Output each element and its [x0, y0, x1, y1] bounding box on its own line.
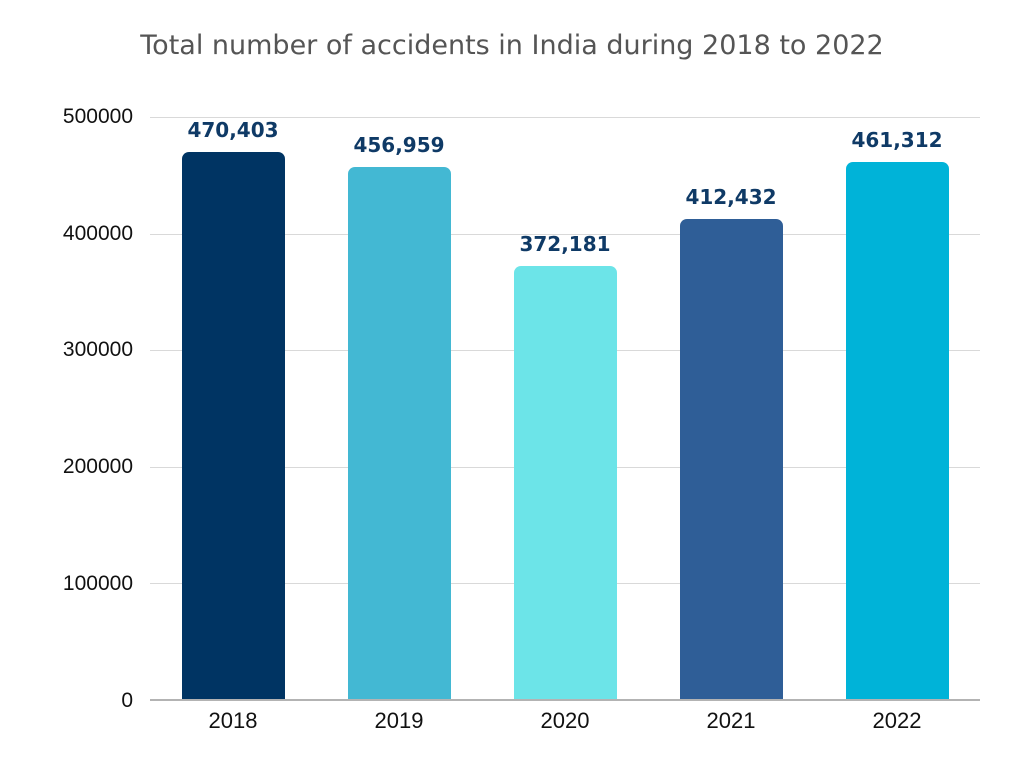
y-tick: 400000	[62, 222, 133, 245]
x-tick: 2020	[540, 708, 590, 733]
plot-area: 470,403 456,959 372,181 412,432 461,312	[150, 117, 980, 701]
gridline	[150, 234, 980, 235]
gridline	[150, 117, 980, 118]
x-axis-line	[150, 699, 980, 701]
bar-2019	[347, 167, 451, 700]
data-label: 470,403	[187, 117, 279, 142]
x-tick: 2018	[208, 708, 258, 733]
y-tick: 300000	[62, 338, 133, 361]
bar-2018	[181, 151, 285, 700]
y-tick: 500000	[62, 105, 133, 128]
data-label: 461,312	[851, 128, 943, 153]
x-tick: 2021	[706, 708, 756, 733]
data-label: 372,181	[519, 232, 611, 257]
chart-title: Total number of accidents in India durin…	[140, 30, 884, 61]
bar-2021	[679, 219, 783, 700]
bar-2020	[513, 266, 617, 700]
y-tick: 0	[121, 689, 133, 712]
x-tick: 2019	[374, 708, 424, 733]
y-tick: 200000	[62, 455, 133, 478]
bar-2022	[845, 162, 949, 700]
data-label: 456,959	[353, 133, 445, 158]
data-label: 412,432	[685, 185, 777, 210]
x-tick: 2022	[872, 708, 922, 733]
y-tick: 100000	[62, 572, 133, 595]
